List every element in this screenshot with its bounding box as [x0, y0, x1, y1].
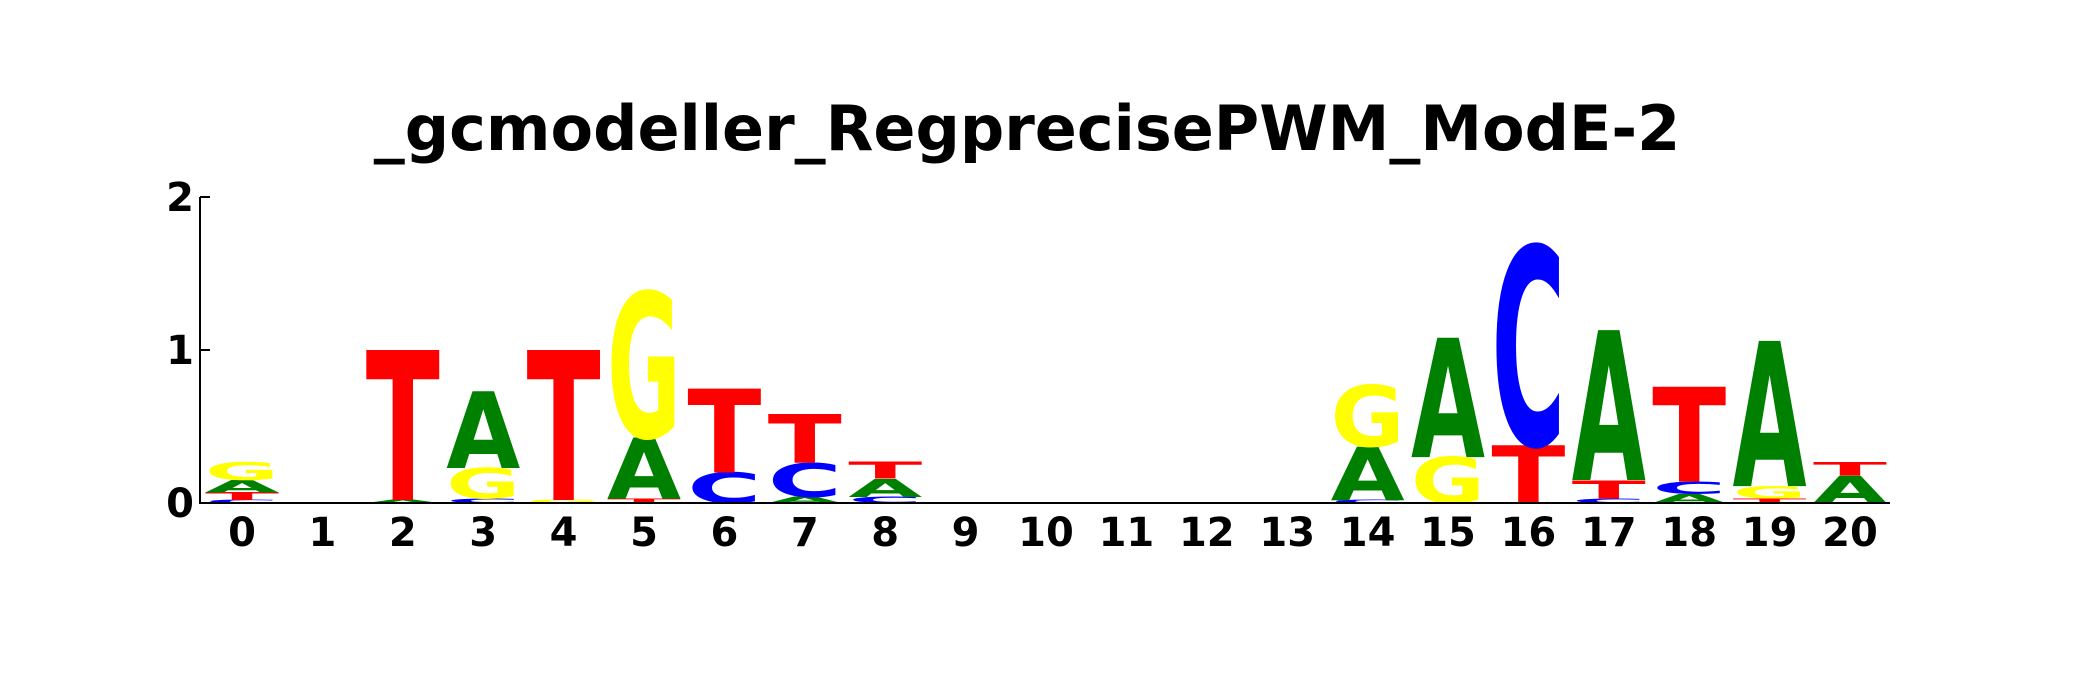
x-tick-label: 17 — [1581, 510, 1637, 556]
x-tick-label: 5 — [630, 510, 658, 556]
logo-letter-A: A — [446, 371, 520, 493]
x-tick-label: 16 — [1501, 510, 1557, 556]
logo-letter-A: A — [1572, 289, 1646, 529]
x-tick-label: 0 — [228, 510, 256, 556]
x-tick-label: 18 — [1661, 510, 1717, 556]
logo-letter-C: C — [1652, 478, 1726, 498]
y-tick-label: 0 — [166, 481, 194, 527]
x-tick-label: 19 — [1742, 510, 1798, 556]
logo-letter-C: C — [1331, 499, 1405, 504]
logo-letter-C: C — [1491, 191, 1565, 509]
x-axis-ticks: 0 1 2 3 4 5 6 7 8 9 10 11 12 13 14 15 16 17 18 19 20 — [228, 510, 1878, 556]
logo-letter-T: T — [1572, 475, 1646, 504]
x-tick-label: 11 — [1099, 510, 1155, 556]
logo-letter-C: C — [446, 497, 520, 504]
logo-letter-A: A — [768, 495, 843, 505]
logo-letter-T: T — [607, 497, 681, 504]
x-tick-label: 14 — [1340, 510, 1396, 556]
y-tick-label: 2 — [166, 175, 194, 221]
x-tick-label: 20 — [1822, 510, 1878, 556]
logo-letter-C: C — [1572, 497, 1646, 504]
x-tick-label: 8 — [871, 510, 899, 556]
logo-letter-C: C — [687, 464, 761, 513]
x-tick-label: 6 — [710, 510, 738, 556]
logo-letter-G: G — [205, 457, 279, 486]
logo-letter-T: T — [1652, 362, 1726, 513]
chart-title: _gcmodeller_RegprecisePWM_ModE-2 — [374, 92, 1680, 165]
x-tick-label: 1 — [308, 510, 336, 556]
logo-letter-G: G — [446, 460, 520, 509]
logo-letter-A: A — [848, 474, 922, 503]
y-tick-label: 1 — [166, 328, 194, 374]
logo-letter-A: A — [1733, 301, 1807, 533]
logo-letter-A: A — [1813, 469, 1887, 513]
logo-letter-G: G — [1331, 368, 1405, 466]
x-tick-label: 9 — [952, 510, 980, 556]
logo-letter-T: T — [366, 309, 440, 549]
logo-letter-A: A — [205, 477, 279, 497]
x-tick-label: 12 — [1179, 510, 1235, 556]
logo-letter-T: T — [205, 490, 280, 502]
x-tick-label: 2 — [389, 510, 417, 556]
logo-letter-T: T — [1813, 458, 1887, 480]
logo-letter-T: T — [1733, 497, 1807, 504]
logo-letter-G: G — [1733, 483, 1807, 502]
logo-letter-G: G — [607, 253, 681, 485]
x-tick-label: 7 — [791, 510, 819, 556]
logo-letter-C: C — [205, 499, 279, 504]
logo-letter-G: G — [1411, 445, 1485, 518]
logo-letter-T: T — [1491, 430, 1565, 522]
x-tick-label: 15 — [1420, 510, 1476, 556]
logo-letter-A: A — [366, 499, 441, 504]
logo-letter-T: T — [848, 457, 923, 484]
logo-letter-T: T — [687, 366, 761, 500]
logo-letter-C: C — [768, 454, 842, 508]
logo-letter-T: T — [527, 309, 601, 549]
x-tick-label: 10 — [1018, 510, 1074, 556]
logo-letter-C: C — [848, 495, 922, 505]
y-axis-ticks: 0 1 2 — [166, 175, 210, 527]
logo-letter-A: A — [1411, 306, 1485, 497]
x-tick-label: 3 — [469, 510, 497, 556]
logo-letter-T: T — [768, 401, 843, 479]
x-tick-label: 13 — [1259, 510, 1315, 556]
logo-letter-G: G — [527, 499, 601, 504]
x-tick-label: 4 — [550, 510, 578, 556]
